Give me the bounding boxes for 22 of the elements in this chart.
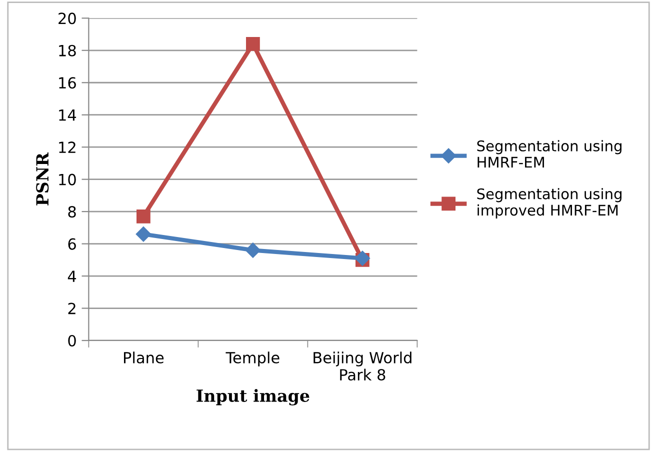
y-tick-label: 12 (59, 142, 76, 153)
point (136, 226, 152, 242)
legend-label: Segmentation using improved HMRF-EM (477, 188, 622, 219)
y-tick-label: 2 (68, 302, 76, 314)
y-axis-title: PSNR (36, 152, 49, 206)
y-tick-label: 0 (68, 334, 76, 347)
y-tick-label: 20 (58, 12, 76, 24)
y-tick-label: 6 (68, 238, 76, 250)
x-tick-label: Plane (124, 352, 164, 364)
x-tick-label: Temple (226, 352, 280, 366)
y-tick-label: 14 (59, 110, 76, 121)
y-tick-label: 18 (59, 44, 76, 56)
y-tick-label: 4 (68, 270, 76, 282)
x-tick-label: Beijing World Park 8 (314, 352, 412, 381)
point (136, 209, 150, 224)
x-axis-title: Input image (196, 389, 310, 406)
point (246, 37, 260, 51)
legend-label: Segmentation using HMRF-EM (477, 140, 622, 168)
point (245, 242, 261, 258)
y-tick-label: 8 (68, 206, 76, 218)
y-tick-label: 16 (59, 77, 76, 89)
y-tick-label: 10 (59, 174, 76, 186)
